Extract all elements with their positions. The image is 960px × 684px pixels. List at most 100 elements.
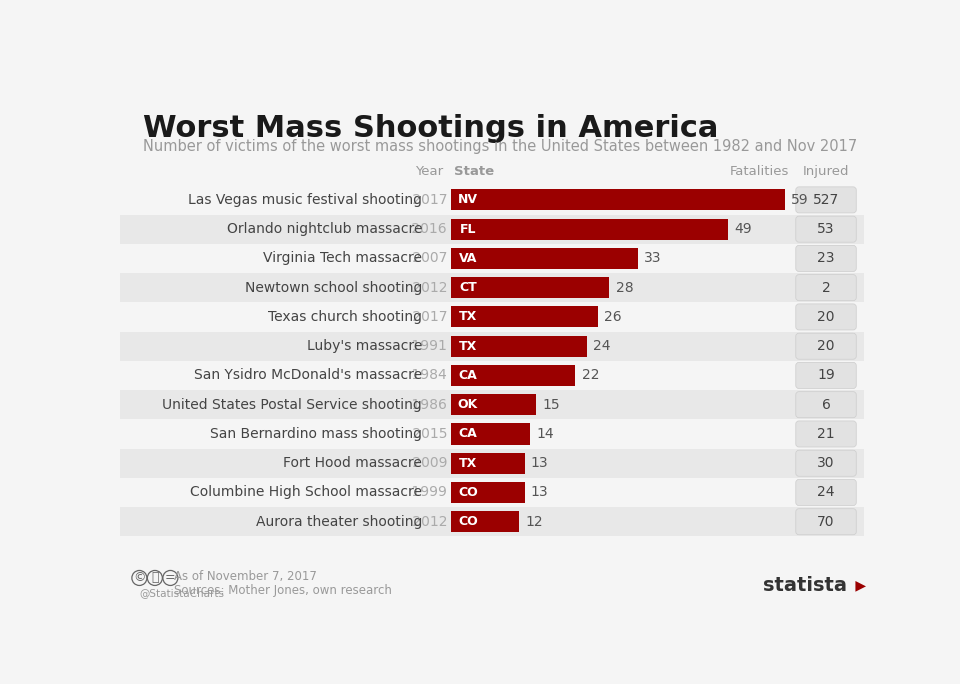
Text: CO: CO bbox=[458, 486, 478, 499]
Bar bbox=[120, 419, 864, 449]
Text: Las Vegas music festival shooting: Las Vegas music festival shooting bbox=[188, 193, 422, 207]
Bar bbox=[451, 336, 587, 357]
Text: 24: 24 bbox=[817, 486, 835, 499]
Text: 13: 13 bbox=[531, 456, 548, 470]
Text: 22: 22 bbox=[582, 369, 599, 382]
Text: Fatalities: Fatalities bbox=[731, 165, 789, 178]
Text: FL: FL bbox=[460, 223, 476, 236]
Text: 2016: 2016 bbox=[407, 222, 447, 236]
Text: San Ysidro McDonald's massacre: San Ysidro McDonald's massacre bbox=[194, 369, 422, 382]
Text: TX: TX bbox=[459, 340, 477, 353]
Text: 15: 15 bbox=[542, 397, 560, 412]
Text: As of November 7, 2017: As of November 7, 2017 bbox=[175, 570, 317, 583]
Text: 1999: 1999 bbox=[407, 486, 447, 499]
Bar bbox=[120, 478, 864, 507]
Text: Orlando nightclub massacre: Orlando nightclub massacre bbox=[227, 222, 422, 236]
FancyBboxPatch shape bbox=[796, 187, 856, 213]
Text: 30: 30 bbox=[817, 456, 835, 470]
Bar bbox=[451, 482, 524, 503]
Text: 1991: 1991 bbox=[407, 339, 447, 353]
Text: 12: 12 bbox=[525, 515, 542, 529]
Text: 20: 20 bbox=[817, 310, 835, 324]
Bar bbox=[120, 507, 864, 536]
Text: 6: 6 bbox=[822, 397, 830, 412]
Bar bbox=[451, 248, 637, 269]
Bar bbox=[120, 449, 864, 478]
Bar bbox=[451, 423, 530, 445]
Bar bbox=[451, 453, 524, 474]
Text: 1986: 1986 bbox=[407, 397, 447, 412]
Text: 19: 19 bbox=[817, 369, 835, 382]
Text: Newtown school shooting: Newtown school shooting bbox=[245, 280, 422, 295]
Text: 28: 28 bbox=[615, 280, 634, 295]
Text: Number of victims of the worst mass shootings in the United States between 1982 : Number of victims of the worst mass shoo… bbox=[143, 139, 857, 154]
Text: TX: TX bbox=[459, 457, 477, 470]
FancyBboxPatch shape bbox=[796, 304, 856, 330]
Text: Injured: Injured bbox=[803, 165, 850, 178]
Text: Luby's massacre: Luby's massacre bbox=[307, 339, 422, 353]
Text: 26: 26 bbox=[605, 310, 622, 324]
Text: 20: 20 bbox=[817, 339, 835, 353]
FancyBboxPatch shape bbox=[796, 392, 856, 418]
Text: ⓘ: ⓘ bbox=[151, 571, 158, 584]
Bar bbox=[120, 390, 864, 419]
Bar bbox=[120, 273, 864, 302]
Text: 2012: 2012 bbox=[408, 515, 447, 529]
Text: CO: CO bbox=[458, 515, 478, 528]
Bar bbox=[451, 365, 575, 386]
Text: 23: 23 bbox=[817, 252, 835, 265]
Text: CA: CA bbox=[459, 428, 477, 440]
Bar bbox=[451, 306, 598, 328]
FancyBboxPatch shape bbox=[796, 450, 856, 476]
Bar bbox=[120, 244, 864, 273]
Text: Year: Year bbox=[415, 165, 444, 178]
Text: =: = bbox=[165, 571, 176, 584]
Bar bbox=[120, 361, 864, 390]
FancyBboxPatch shape bbox=[796, 509, 856, 535]
Text: ▶: ▶ bbox=[851, 579, 866, 592]
Bar bbox=[451, 277, 610, 298]
Text: TX: TX bbox=[459, 311, 477, 324]
Text: 14: 14 bbox=[537, 427, 554, 441]
Text: Worst Mass Shootings in America: Worst Mass Shootings in America bbox=[143, 114, 719, 144]
Text: OK: OK bbox=[458, 398, 478, 411]
Bar bbox=[451, 189, 785, 211]
Text: 2017: 2017 bbox=[408, 193, 447, 207]
Text: 70: 70 bbox=[817, 515, 835, 529]
Text: Columbine High School massacre: Columbine High School massacre bbox=[190, 486, 422, 499]
Text: 21: 21 bbox=[817, 427, 835, 441]
FancyBboxPatch shape bbox=[796, 275, 856, 301]
Text: 527: 527 bbox=[813, 193, 839, 207]
Text: CT: CT bbox=[459, 281, 477, 294]
FancyBboxPatch shape bbox=[796, 333, 856, 359]
Text: 2: 2 bbox=[822, 280, 830, 295]
Text: ©: © bbox=[133, 571, 146, 584]
FancyBboxPatch shape bbox=[796, 363, 856, 389]
Text: statista: statista bbox=[763, 576, 847, 595]
Text: 24: 24 bbox=[593, 339, 611, 353]
Text: VA: VA bbox=[459, 252, 477, 265]
Text: San Bernardino mass shooting: San Bernardino mass shooting bbox=[210, 427, 422, 441]
Text: 2017: 2017 bbox=[408, 310, 447, 324]
Text: NV: NV bbox=[458, 194, 478, 207]
Bar bbox=[120, 302, 864, 332]
Text: Fort Hood massacre: Fort Hood massacre bbox=[283, 456, 422, 470]
Text: 49: 49 bbox=[734, 222, 753, 236]
FancyBboxPatch shape bbox=[796, 421, 856, 447]
Text: 59: 59 bbox=[791, 193, 808, 207]
Text: 53: 53 bbox=[817, 222, 835, 236]
Text: 2012: 2012 bbox=[408, 280, 447, 295]
Bar bbox=[120, 332, 864, 361]
Text: Texas church shooting: Texas church shooting bbox=[268, 310, 422, 324]
Text: 33: 33 bbox=[644, 252, 661, 265]
Text: @StatistaCharts: @StatistaCharts bbox=[139, 588, 225, 598]
Text: 13: 13 bbox=[531, 486, 548, 499]
Text: Aurora theater shooting: Aurora theater shooting bbox=[256, 515, 422, 529]
Bar bbox=[451, 511, 518, 532]
FancyBboxPatch shape bbox=[796, 216, 856, 242]
Text: Sources: Mother Jones, own research: Sources: Mother Jones, own research bbox=[175, 583, 392, 596]
Bar bbox=[120, 215, 864, 244]
FancyBboxPatch shape bbox=[796, 479, 856, 505]
Text: 1984: 1984 bbox=[407, 369, 447, 382]
Text: 2009: 2009 bbox=[408, 456, 447, 470]
